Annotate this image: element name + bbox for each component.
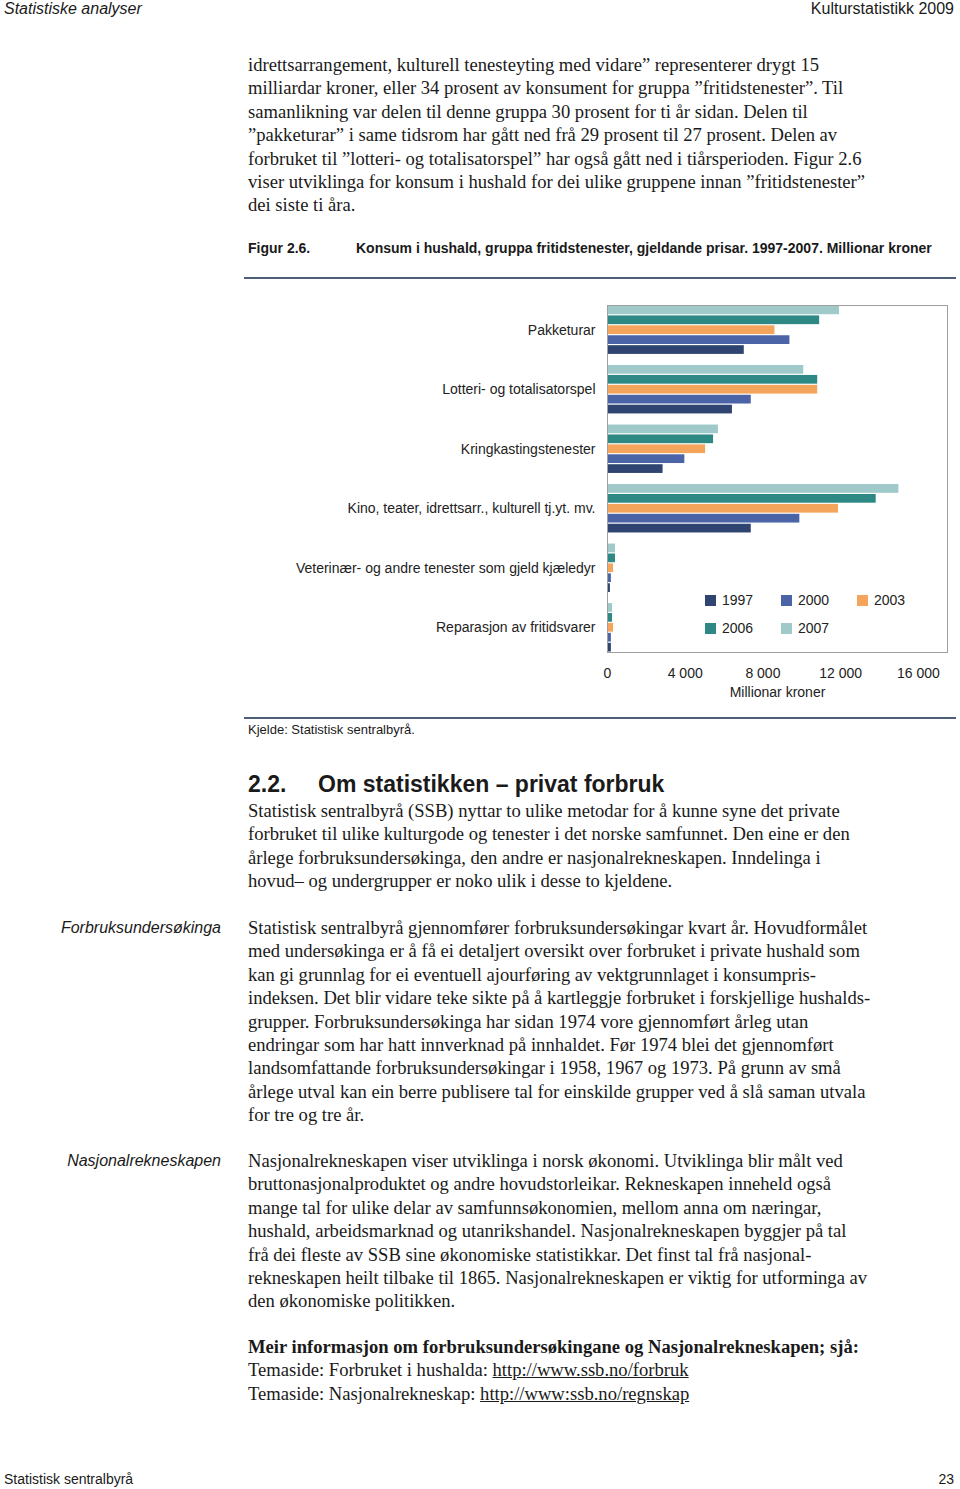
html-text:mange tal for ulike delar av s: mange tal for ulike delar av samfunnsøko… — [248, 1196, 822, 1218]
html-text:2000: 2000 — [798, 592, 830, 608]
html-text:årlege forbruksundersøkinga, d: årlege forbruksundersøkinga, den andre e… — [248, 846, 821, 868]
html-text:Konsum i hushald, gruppa friti: Konsum i hushald, gruppa fritidstenester… — [356, 240, 932, 256]
html-text:Statistisk sentralbyrå (SSB) n: Statistisk sentralbyrå (SSB) nyttar to u… — [248, 800, 840, 821]
svg-text:Kino, teater, idrettsarr., kul: Kino, teater, idrettsarr., kulturell tj.… — [348, 500, 596, 516]
html-text:2006: 2006 — [722, 620, 754, 636]
html-text:Statistisk sentralbyrå: Statistisk sentralbyrå — [4, 1471, 134, 1487]
html-text:Nasjonalrekneskapen: Nasjonalrekneskapen — [67, 1152, 221, 1169]
html-text:viser utviklinga for konsum i: viser utviklinga for konsum i hushald fo… — [248, 171, 866, 192]
html-text:Kulturstatistikk 2009: Kulturstatistikk 2009 — [810, 0, 954, 17]
html-text:dei siste ti åra.: dei siste ti åra. — [248, 194, 356, 216]
html-text:frå dei fleste av SSB sine øko: frå dei fleste av SSB sine økonomiske st… — [248, 1243, 812, 1265]
html-text:grupper. Forbruksundersøkinga: grupper. Forbruksundersøkinga har sidan … — [248, 1010, 809, 1032]
svg-text:Pakketurar: Pakketurar — [528, 322, 596, 338]
html-text:samanlikning var delen til den: samanlikning var delen til denne gruppa … — [248, 100, 808, 122]
html-text:kan gi grunnlag for ei eventue: kan gi grunnlag for ei eventuell ajourfø… — [248, 963, 816, 985]
svg-text:0: 0 — [604, 665, 612, 681]
html-text:med undersøkinga er å få ei de: med undersøkinga er å få ei detaljert ov… — [248, 940, 860, 962]
svg-text:16 000: 16 000 — [897, 665, 940, 681]
html-text:Nasjonalrekneskapen viser utvi: Nasjonalrekneskapen viser utviklinga i n… — [248, 1150, 843, 1171]
html-text:Om statistikken – privat forbr: Om statistikken – privat forbruk — [318, 771, 665, 797]
html-text:endringar som har hatt innverk: endringar som har hatt innverknad på inn… — [248, 1034, 834, 1055]
html-text:den økonomiske politikken.: den økonomiske politikken. — [248, 1290, 456, 1312]
html-text:2003: 2003 — [874, 592, 906, 608]
html-text:23: 23 — [938, 1471, 954, 1487]
html-text:2.2.: 2.2. — [248, 771, 287, 797]
html-text:Kjelde: Statistisk sentralbyrå: Kjelde: Statistisk sentralbyrå. — [248, 722, 415, 737]
svg-text:Millionar kroner: Millionar kroner — [730, 684, 826, 700]
html-text:forbruket til ”lotteri- og tot: forbruket til ”lotteri- og totalisatorsp… — [248, 147, 862, 169]
html-text:”pakketurar” i same tidsrom ha: ”pakketurar” i same tidsrom har gått ned… — [248, 124, 838, 146]
html-text:Statistiske analyser: Statistiske analyser — [4, 0, 142, 17]
html-text:Temaside: Nasjonalrekneskap: h: Temaside: Nasjonalrekneskap: http://www:… — [248, 1382, 690, 1404]
svg-text:Veterinær- og andre tenester s: Veterinær- og andre tenester som gjeld k… — [296, 560, 596, 576]
html-text:Statistisk sentralbyrå gjennom: Statistisk sentralbyrå gjennomfører forb… — [248, 917, 868, 938]
html-text:milliardar kroner, eller 34 pr: milliardar kroner, eller 34 prosent av k… — [248, 77, 844, 99]
html-text:årlege utval kan ein berre pub: årlege utval kan ein berre publisere tal… — [248, 1080, 866, 1102]
html-text:1997: 1997 — [722, 592, 754, 608]
html-text:bruttonasjonalproduktet og and: bruttonasjonalproduktet og andre hovudst… — [248, 1173, 831, 1195]
html-text:hushald, arbeidsmarknad og uta: hushald, arbeidsmarknad og utanrikshande… — [248, 1220, 847, 1242]
svg-text:Reparasjon av fritidsvarer: Reparasjon av fritidsvarer — [436, 619, 596, 635]
html-text:hovud– og undergrupper er noko: hovud– og undergrupper er noko ulik i de… — [248, 870, 673, 892]
html-text:forbruket til ulike kulturgode: forbruket til ulike kulturgode og tenest… — [248, 823, 850, 845]
svg-text:8 000: 8 000 — [745, 665, 780, 681]
html-text:Meir informasjon om forbruksun: Meir informasjon om forbruksundersøkinga… — [248, 1336, 859, 1357]
html-text:indeksen. Det blir vidare teke: indeksen. Det blir vidare teke sikte på … — [248, 987, 871, 1009]
html-text:2007: 2007 — [798, 620, 830, 636]
html-text:idrettsarrangement, kulturell: idrettsarrangement, kulturell tenesteyti… — [248, 54, 819, 75]
html-text:Figur 2.6.: Figur 2.6. — [248, 240, 311, 256]
svg-text:4 000: 4 000 — [668, 665, 703, 681]
html-text:rekneskapen heilt tilbake til: rekneskapen heilt tilbake til 1865. Nasj… — [248, 1267, 868, 1288]
svg-text:Kringkastingstenester: Kringkastingstenester — [461, 441, 596, 457]
svg-text:12 000: 12 000 — [819, 665, 862, 681]
html-text:landsomfattande forbruksunders: landsomfattande forbruksundersøkingar i … — [248, 1057, 841, 1079]
svg-text:Lotteri- og totalisatorspel: Lotteri- og totalisatorspel — [442, 381, 595, 397]
html-text:Temaside: Forbruket i hushalda: Temaside: Forbruket i hushalda: http://w… — [248, 1359, 689, 1381]
html-text:Forbruksundersøkinga: Forbruksundersøkinga — [60, 919, 221, 936]
html-text:for tre og tre år.: for tre og tre år. — [248, 1104, 365, 1126]
